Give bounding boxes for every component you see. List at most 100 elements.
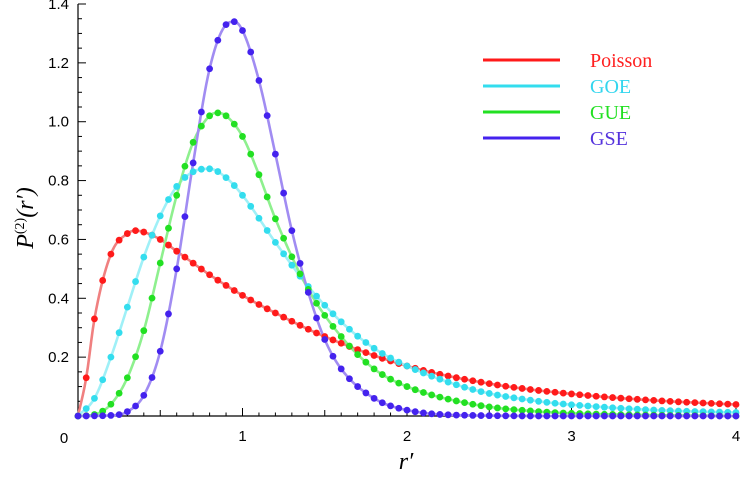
gue-point [362, 358, 370, 366]
gse-point [354, 383, 362, 390]
gue-point [107, 400, 115, 408]
gse-point [321, 336, 329, 343]
poisson-point [601, 393, 608, 401]
poisson-point [675, 398, 682, 406]
goe-point [543, 398, 551, 406]
poisson-point [732, 401, 740, 408]
poisson-point [296, 321, 304, 329]
gue-point [452, 397, 460, 405]
y-tick-label: 0.8 [48, 173, 69, 190]
poisson-point [650, 397, 658, 404]
poisson-point [510, 383, 518, 391]
goe-point [288, 261, 296, 269]
gue-point [272, 215, 279, 223]
poisson-point [313, 329, 320, 337]
gse-legend-label: GSE [590, 128, 628, 150]
poisson-point [123, 230, 131, 237]
poisson-point [502, 382, 510, 390]
goe-point [559, 400, 567, 408]
poisson-point [436, 370, 444, 378]
poisson-point [181, 253, 189, 261]
gue-point [477, 402, 485, 410]
gse-point [91, 412, 98, 420]
goe-point [395, 358, 403, 366]
poisson-point [329, 336, 337, 344]
goe-point [592, 403, 600, 410]
gse-point [436, 411, 444, 418]
goe-point [494, 391, 501, 399]
gue-point [518, 406, 526, 414]
gue-point [313, 299, 320, 307]
x-tick-label: 1 [238, 428, 246, 445]
poisson-point [633, 395, 641, 403]
poisson-point [691, 399, 699, 407]
gse-point [461, 411, 468, 419]
gse-point [428, 410, 436, 418]
goe-point [230, 182, 238, 189]
poisson-point [642, 396, 649, 404]
poisson-point [469, 377, 477, 385]
goe-point [625, 405, 633, 413]
gue-point [337, 333, 345, 340]
gue-point [411, 386, 419, 394]
poisson-point [559, 389, 567, 397]
gue-point [189, 138, 197, 146]
gse-point [214, 36, 222, 44]
gse-point [403, 406, 411, 414]
gse-point [650, 412, 658, 420]
poisson-point [115, 236, 123, 244]
gse-point [156, 347, 164, 355]
gue-point [510, 406, 518, 414]
goe-point [140, 253, 148, 261]
goe-point [411, 366, 419, 373]
gue-point [280, 234, 288, 242]
poisson-point [197, 265, 205, 273]
gse-point [724, 412, 732, 420]
goe-point [82, 405, 90, 413]
gse-point [296, 259, 304, 267]
gse-point [313, 314, 320, 322]
gse-point [329, 352, 337, 360]
goe-point [165, 196, 172, 203]
poisson-point [354, 346, 362, 353]
goe-point [420, 369, 427, 377]
poisson-point [156, 236, 164, 243]
gue-point [526, 407, 534, 415]
gse-point [272, 150, 279, 158]
gse-point [189, 159, 197, 167]
goe-point [485, 390, 493, 397]
gue-point [370, 365, 378, 373]
y-tick-label: 1.0 [48, 114, 69, 131]
poisson-point [173, 247, 181, 255]
gue-point [197, 122, 205, 130]
gse-point [255, 77, 263, 84]
gse-point [502, 412, 510, 420]
poisson-point [189, 259, 197, 267]
gue-point [436, 393, 444, 401]
goe-point [461, 383, 468, 391]
gse-point [494, 412, 501, 420]
gue-point [263, 193, 271, 201]
y-axis-title: P(2)(r′) [13, 187, 39, 250]
poisson-point [362, 349, 370, 357]
goe-point [313, 292, 320, 300]
gse-point [222, 21, 230, 28]
goe-point [222, 174, 230, 182]
gue-point [165, 224, 172, 232]
goe-point [584, 402, 592, 410]
gse-point [609, 412, 617, 420]
gse-point [707, 412, 715, 420]
gse-point [263, 112, 271, 120]
goe-point [387, 354, 394, 362]
poisson-point [304, 325, 312, 333]
gse-point [559, 412, 567, 420]
poisson-point [592, 392, 600, 400]
poisson-point [222, 282, 230, 289]
goe-point [189, 168, 197, 176]
y-tick-label: 1.2 [48, 55, 69, 72]
goe-point [321, 301, 329, 309]
goe-line [77, 167, 737, 417]
goe-point [642, 406, 649, 414]
gue-point [346, 342, 353, 350]
poisson-point [551, 388, 559, 396]
